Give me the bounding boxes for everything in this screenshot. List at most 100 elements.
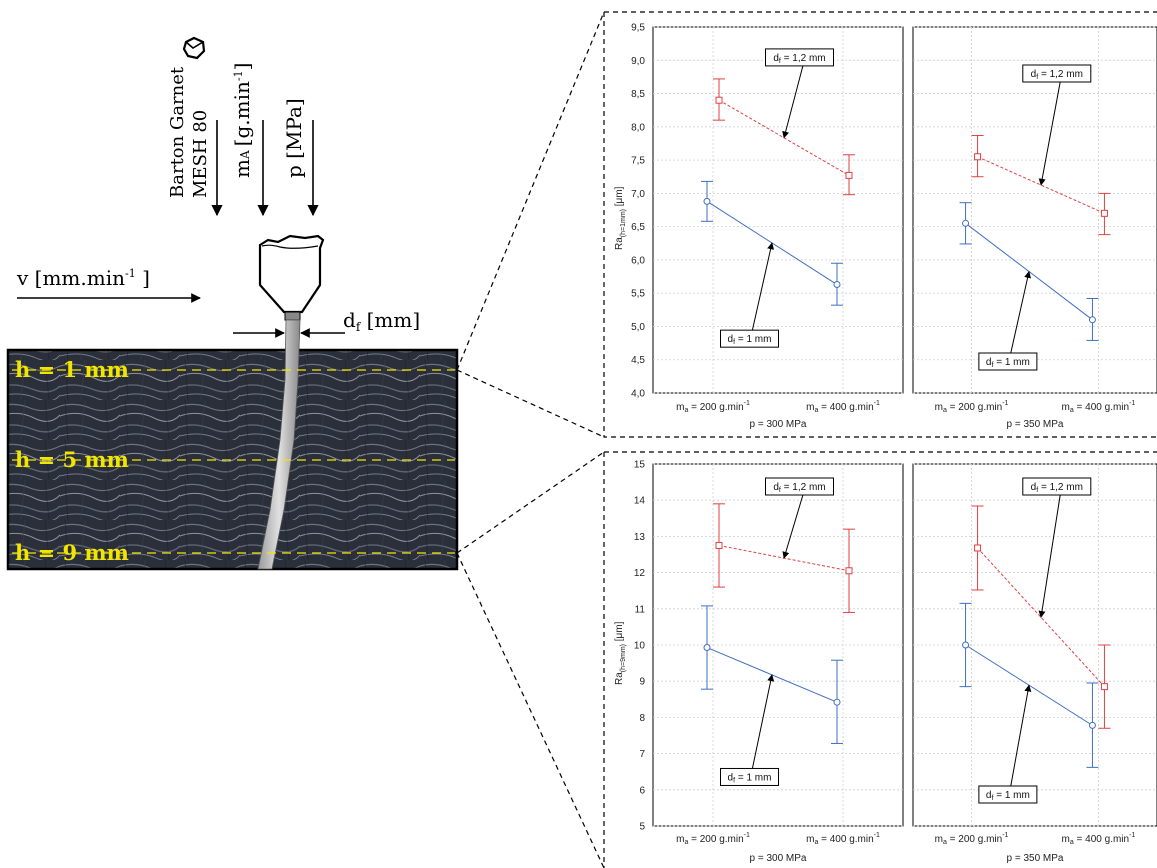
annotation-box (1022, 64, 1092, 83)
annotation-box (1022, 477, 1092, 496)
x-tick-m: m (676, 834, 684, 845)
process-diagram: Barton Garnet MESH 80 mA[g.min-1] p [MPa… (6, 11, 605, 868)
annotation-rest: = 1 mm (993, 790, 1029, 801)
annotation-box (978, 352, 1038, 371)
depth-label-1: h = 1 mm (15, 357, 129, 382)
pressure-label: p [MPa] (282, 98, 306, 178)
annotation-arrow (1010, 270, 1032, 354)
x-axis-label: p = 300 MPa (750, 853, 807, 864)
annotation-rest: = 1,2 mm (781, 53, 826, 64)
x-tick-label: ma = 200 g.min-1 (676, 400, 750, 414)
annotation-rest: = 1,2 mm (781, 482, 826, 493)
x-tick-sub: a (943, 839, 947, 846)
y-axis-label-unit: [μm] (614, 186, 625, 209)
annotation-rest: = 1,2 mm (1038, 482, 1083, 493)
annotation-arrow (782, 65, 804, 139)
data-point (1088, 316, 1096, 324)
diameter-sub: f (356, 320, 362, 334)
chart-frames (603, 11, 1157, 868)
x-tick-label: ma = 200 g.min-1 (676, 832, 750, 846)
chart-panel: ma = 200 g.min-1 ma = 400 g.min-1p = 350 … (912, 26, 1157, 430)
connector-top-2 (456, 369, 605, 438)
x-tick-sup: -1 (1002, 400, 1008, 407)
series-df-1mm: df = 1 mm (959, 602, 1099, 804)
y-tick-label: 8,0 (631, 122, 645, 133)
y-tick-label: 13 (634, 532, 646, 543)
x-tick-sub: a (1070, 407, 1074, 414)
jet-kerf (257, 319, 301, 570)
annotation-label: df = 1 mm (986, 357, 1030, 369)
series-line (977, 156, 1105, 214)
annotation-box (765, 48, 834, 67)
y-tick-label: 9 (639, 677, 645, 688)
x-tick-value: = 400 g.min (818, 834, 873, 845)
abrasive-label-2: MESH 80 (190, 110, 211, 198)
connector-bot-1 (456, 451, 605, 554)
series-df-1-2mm: df = 1,2 mm (971, 64, 1111, 236)
annotation-box (720, 767, 779, 786)
y-tick-label: 11 (635, 604, 646, 615)
chart-1: 4,0 4,5 5,0 5,5 6,0 6,5 7,0 7,5 8,0 8,5 9,0 9,5 Ra(h… (614, 23, 1157, 430)
x-tick-m: m (935, 402, 943, 413)
annotation-d: d (986, 357, 992, 368)
x-tick-value: = 200 g.min (688, 834, 743, 845)
annotation-d: d (1031, 482, 1037, 493)
y-tick-label: 6,5 (631, 222, 645, 233)
annotation-arrow (1038, 81, 1061, 186)
series-df-1mm: df = 1 mm (701, 605, 843, 786)
annotation-sub: f (779, 487, 781, 494)
data-point (974, 153, 982, 161)
top-chart-frame (603, 11, 1157, 438)
y-axis-label-main: Ra (614, 237, 625, 250)
series-df-1-2mm: df = 1,2 mm (713, 48, 855, 196)
garnet-icon (182, 36, 206, 60)
x-tick-m: m (1062, 834, 1070, 845)
x-tick-sub: a (684, 407, 688, 414)
annotation-label: df = 1 mm (986, 790, 1030, 802)
x-tick-m: m (935, 834, 943, 845)
workpiece-cut-surface (6, 348, 459, 571)
chart-panel: ma = 200 g.min-1 ma = 400 g.min-1p = 300 … (652, 463, 904, 864)
annotation-box (765, 477, 834, 496)
x-tick-sup: -1 (1129, 400, 1135, 407)
y-tick-label: 6 (639, 785, 645, 796)
data-point (845, 171, 853, 179)
data-point (962, 219, 970, 227)
depth-label-5: h = 5 mm (15, 447, 129, 472)
data-point (715, 96, 723, 104)
x-tick-sup: -1 (1129, 832, 1135, 839)
y-axis-label-sub: (h=9mm) (620, 644, 627, 672)
mass-flow-sub: A (238, 150, 252, 160)
diameter-d: d (343, 308, 356, 332)
annotation-arrow (1010, 684, 1032, 787)
y-axis-label-main: Ra (614, 672, 625, 685)
series-line (977, 547, 1105, 687)
x-tick-label: ma = 400 g.min-1 (1062, 400, 1136, 414)
annotation-d: d (773, 53, 779, 64)
connector-top-1 (456, 11, 605, 371)
x-tick-value: = 400 g.min (1074, 402, 1129, 413)
x-tick-m: m (1062, 402, 1070, 413)
annotation-box (978, 785, 1038, 804)
velocity-sup: -1 (125, 267, 136, 280)
velocity-main: v [mm.min (16, 266, 125, 290)
annotation-arrow (1038, 494, 1061, 618)
charts-root: 4,04,55,05,56,06,57,07,58,08,59,09,5Ra(h… (614, 23, 1157, 864)
y-tick-label: 15 (634, 460, 646, 471)
annotation-arrow (751, 674, 775, 769)
x-tick-value: = 400 g.min (818, 402, 873, 413)
y-tick-label: 7,5 (631, 156, 645, 167)
x-tick-sub: a (943, 407, 947, 414)
annotation-sub: f (991, 362, 993, 369)
x-tick-sub: a (814, 407, 818, 414)
y-tick-label: 5,0 (631, 322, 645, 333)
y-tick-label: 9,0 (631, 56, 645, 67)
series-df-1mm: df = 1 mm (701, 180, 843, 348)
depth-label-9: h = 9 mm (15, 540, 129, 565)
y-tick-label: 4,0 (631, 389, 645, 400)
annotation-arrow (782, 494, 804, 559)
y-tick-label: 14 (634, 496, 646, 507)
y-tick-label: 5 (639, 822, 645, 833)
annotation-box (720, 329, 779, 348)
y-tick-label: 7 (639, 749, 645, 760)
